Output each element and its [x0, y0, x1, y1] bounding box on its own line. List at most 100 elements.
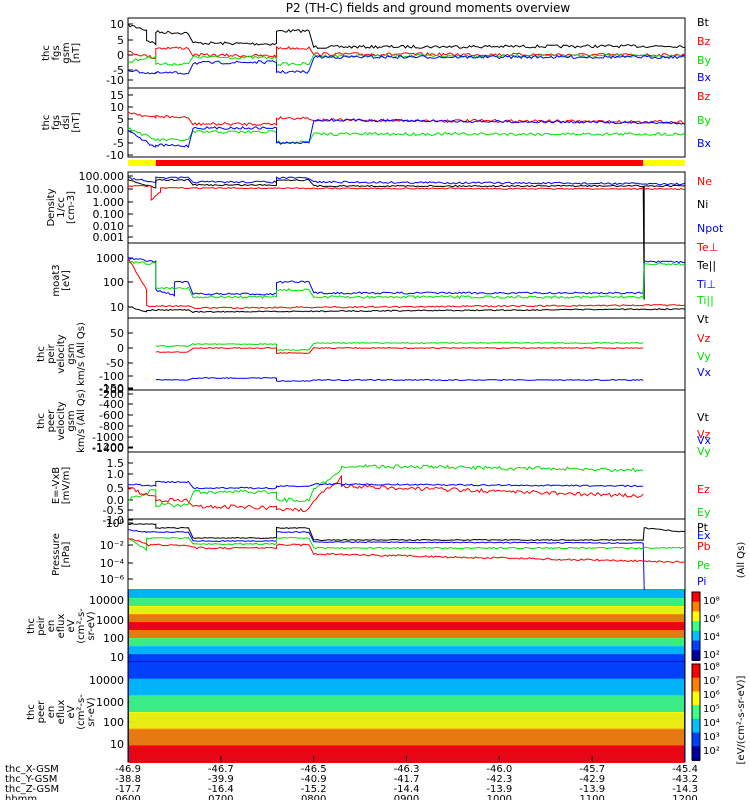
y-tick-label: 10: [110, 651, 124, 664]
y-tick-label: 1000: [96, 614, 124, 627]
colorbar-segment: [692, 746, 700, 761]
x-tick-label: -15.2: [301, 784, 327, 795]
y-tick-label: 1000: [96, 252, 124, 265]
series-vy: [155, 341, 644, 351]
x-tick-label: 0900: [394, 794, 419, 800]
panel-pressure: Pressure [nPa] 10⁰ 10⁻² 10⁻⁴ 10⁻⁶ Pt Pb Pe Pi: [51, 517, 711, 591]
x-tick-label: -17.7: [115, 784, 141, 795]
x-tick-label: -46.0: [486, 764, 512, 775]
legend-pt: Pt: [697, 521, 709, 534]
x-row-label: hhmm: [5, 794, 37, 800]
legend-ey: Ey: [697, 506, 711, 519]
ylabel-text: eV: [66, 619, 77, 632]
ylabel-text: [cm-3]: [66, 191, 77, 224]
spectrogram-band: [129, 728, 684, 747]
series-pi: [128, 529, 645, 590]
spectrogram-band: [129, 646, 684, 655]
ylabel-text: eflux: [56, 700, 67, 725]
legend-ti: Ti⊥: [696, 278, 716, 291]
ylabel-text: gsm: [61, 42, 72, 63]
y-tick-label: 100: [103, 276, 124, 289]
y-tick-label: 1.5: [107, 457, 125, 470]
x-tick-label: -16.4: [208, 784, 234, 795]
series-ti-par: [127, 260, 686, 300]
ylabel-text: thc: [26, 618, 37, 634]
x-tick-label: -14.4: [394, 784, 420, 795]
colorbar-tick: 10⁶: [703, 690, 720, 701]
series-pt: [127, 523, 686, 542]
ylabel-text: 1/cc: [56, 197, 67, 218]
series-ex: [127, 480, 644, 490]
x-tick-label: 1200: [672, 794, 697, 800]
ylabel-text: peir: [36, 615, 47, 635]
spectrogram-band: [129, 606, 684, 615]
colorbar-segment: [692, 640, 700, 652]
colorbar-side-label: (All Qs): [736, 542, 747, 579]
series-ne: [127, 184, 686, 202]
ylabel-text: thc: [36, 346, 47, 362]
legend-vt: Vt: [697, 313, 710, 326]
spectrogram-band: [129, 630, 684, 639]
series-by: [127, 127, 686, 144]
y-tick-label: 10.000: [86, 183, 125, 196]
y-tick-label: 5: [117, 113, 124, 126]
ylabel-text: [nPa]: [61, 541, 72, 567]
ylabel-text: thc: [36, 413, 47, 429]
ylabel-text: Pressure: [51, 533, 62, 576]
ylabel-text: km/s (All Qs): [76, 389, 87, 453]
series-te-par: [127, 306, 686, 314]
ylabel-text: moat3: [51, 264, 62, 296]
colorbar-segment: [692, 718, 700, 734]
ylabel-text: peir: [46, 343, 57, 363]
y-tick-label: 1.0: [107, 468, 125, 481]
series-vx: [155, 376, 644, 383]
ylabel-text: velocity: [56, 401, 67, 440]
ylabel-text: thc: [41, 45, 52, 61]
series-pe: [127, 536, 685, 552]
ylabel-text: dsl: [61, 115, 72, 129]
spectrogram-band: [129, 614, 684, 623]
y-tick-label: 10⁻⁶: [100, 573, 125, 586]
x-tick-label: -41.7: [394, 774, 420, 785]
x-tick-label: -46.7: [208, 764, 234, 775]
x-tick-label: -46.9: [115, 764, 141, 775]
ylabel-text: thc: [26, 704, 37, 720]
colorbar-tick: 10⁴: [703, 718, 720, 729]
series-bz: [127, 45, 686, 60]
y-tick-label: 5: [117, 34, 124, 47]
legend-pb: Pb: [697, 540, 711, 553]
series-pb: [127, 538, 686, 564]
colorbar-segment: [692, 732, 700, 748]
y-tick-label: 0.001: [93, 231, 125, 244]
series-bx: [127, 118, 686, 149]
y-tick-label: -1400: [92, 442, 124, 455]
ylabel-text: km/s (All Qs): [76, 322, 87, 386]
colorbar-frame: [691, 663, 701, 761]
ylabel-text: eV: [66, 705, 77, 718]
region-bar: [128, 160, 685, 166]
y-tick-label: -1200: [92, 441, 124, 454]
y-tick-label: 10⁻²: [100, 539, 124, 552]
y-tick-label: 1.000: [93, 196, 125, 209]
x-row-label: thc_Z-GSM: [5, 784, 59, 795]
legend-ne: Ne: [697, 175, 712, 188]
y-tick-label: 10: [110, 101, 124, 114]
colorbar-segment: [692, 677, 700, 693]
x-tick-label: 1000: [487, 794, 512, 800]
y-tick-label: 0.5: [107, 482, 125, 495]
legend-vz: Vz: [697, 428, 711, 441]
colorbar-frame: [691, 591, 701, 661]
colorbar-tick: 10⁸: [703, 596, 720, 607]
y-tick-label: 0.100: [93, 208, 125, 221]
ylabel-text: [eV]: [61, 270, 72, 291]
legend-bz: Bz: [697, 35, 711, 48]
legend-vy: Vy: [697, 445, 711, 458]
x-tick-label: -42.9: [579, 774, 605, 785]
series-ni: [127, 178, 686, 300]
spectrogram-band: [129, 712, 684, 730]
colorbar-tick: 10⁵: [703, 704, 720, 715]
y-tick-label: -200: [99, 383, 124, 396]
y-tick-label: -200: [99, 388, 124, 401]
legend-vt: Vt: [697, 411, 710, 424]
